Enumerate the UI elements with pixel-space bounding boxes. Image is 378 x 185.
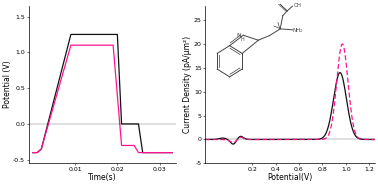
X-axis label: Time(s): Time(s) xyxy=(88,173,117,182)
Y-axis label: Current Density (pA/μm²): Current Density (pA/μm²) xyxy=(183,36,192,133)
X-axis label: Potential(V): Potential(V) xyxy=(268,173,313,182)
Y-axis label: Potential (V): Potential (V) xyxy=(3,61,12,108)
